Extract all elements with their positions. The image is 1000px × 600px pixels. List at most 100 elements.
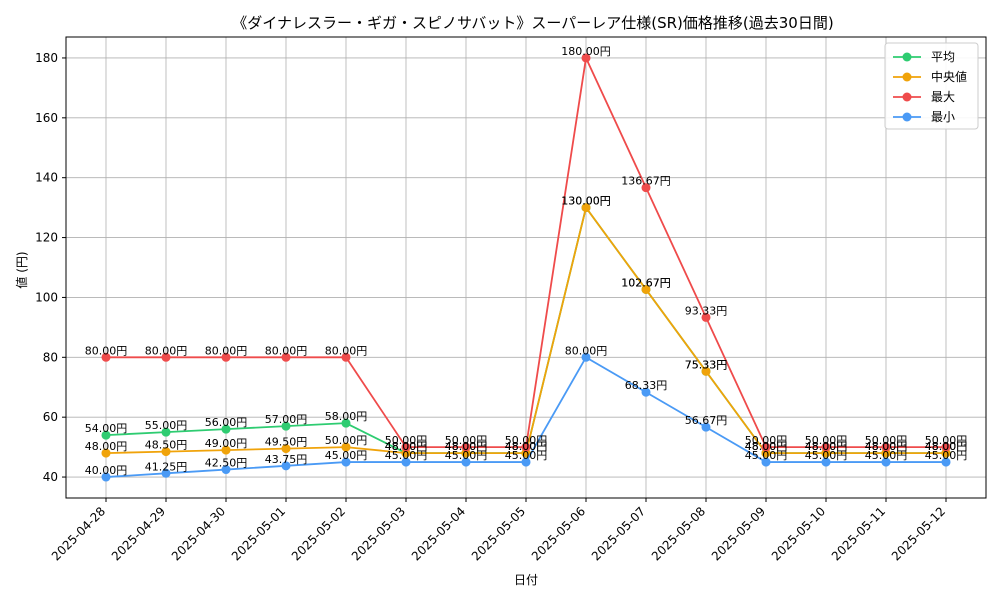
data-point (401, 457, 411, 467)
data-label: 80.00円 (265, 344, 308, 357)
x-axis: 2025-04-28 2025-04-29 2025-04-30 2025-05-01… (49, 36, 987, 563)
data-point (941, 442, 951, 452)
legend-item: 中央値 (893, 69, 967, 84)
data-label: 45.00円 (865, 449, 908, 462)
x-tick-label: 2025-04-30 (169, 504, 228, 563)
data-label: 48.00円 (805, 440, 848, 453)
data-point (461, 457, 471, 467)
x-tick-label: 2025-05-07 (589, 504, 648, 563)
data-label: 45.00円 (745, 449, 788, 462)
legend-label: 最大 (931, 90, 955, 104)
x-tick-label: 2025-04-28 (49, 504, 108, 563)
data-label: 136.67円 (621, 175, 671, 188)
x-tick-label: 2025-05-10 (769, 504, 828, 563)
x-tick-label: 2025-04-29 (109, 504, 168, 563)
data-label: 80.00円 (145, 344, 188, 357)
data-label: 49.50円 (265, 436, 308, 449)
data-point (521, 442, 531, 452)
chart-title: 《ダイナレスラー・ギガ・スピノサバット》スーパーレア仕様(SR)価格推移(過去3… (232, 14, 833, 32)
data-label: 56.00円 (205, 416, 248, 429)
data-label: 45.00円 (805, 449, 848, 462)
data-point (701, 312, 711, 322)
data-label: 43.75円 (265, 453, 308, 466)
data-point (341, 442, 351, 452)
x-tick-label: 2025-05-03 (349, 504, 408, 563)
data-label: 75.33円 (685, 358, 728, 371)
data-label: 130.00円 (561, 195, 611, 208)
data-label: 48.00円 (445, 440, 488, 453)
data-point (581, 53, 591, 63)
data-point (881, 457, 891, 467)
data-label: 48.00円 (445, 440, 488, 453)
y-tick-label: 100 (35, 290, 58, 304)
data-label: 50.00円 (865, 434, 908, 447)
data-point (521, 457, 531, 467)
data-point (221, 424, 231, 434)
legend-item: 最小 (893, 110, 955, 124)
x-tick-label: 2025-05-11 (829, 504, 888, 563)
data-label: 42.50円 (205, 457, 248, 470)
data-label: 48.00円 (505, 440, 548, 453)
data-point (281, 461, 291, 471)
data-label: 45.00円 (385, 449, 428, 462)
data-label: 50.00円 (325, 434, 368, 447)
data-point (881, 442, 891, 452)
data-label: 80.00円 (325, 344, 368, 357)
data-point (281, 444, 291, 454)
data-point (281, 352, 291, 362)
data-label: 45.00円 (925, 449, 968, 462)
x-axis-label: 日付 (514, 573, 538, 587)
data-label: 50.00円 (445, 434, 488, 447)
data-label: 93.33円 (685, 304, 728, 317)
legend-item: 平均 (893, 50, 955, 64)
data-label: 57.00円 (265, 413, 308, 426)
data-label: 48.00円 (745, 440, 788, 453)
data-label: 48.00円 (385, 440, 428, 453)
data-point (101, 448, 111, 458)
legend-swatch-marker (902, 72, 912, 82)
y-axis: 40 60 80 100 120 140 160 180 (35, 51, 66, 484)
data-label: 48.00円 (505, 440, 548, 453)
legend-label: 中央値 (931, 69, 967, 84)
data-point (101, 430, 111, 440)
grid (66, 37, 986, 498)
data-point (341, 418, 351, 428)
x-tick-label: 2025-05-05 (469, 504, 528, 563)
data-point (161, 468, 171, 478)
data-point (221, 465, 231, 475)
data-label: 48.00円 (85, 440, 128, 453)
data-label: 54.00円 (85, 422, 128, 435)
data-label: 102.67円 (621, 276, 671, 289)
data-point (581, 352, 591, 362)
data-label: 48.00円 (865, 440, 908, 453)
data-labels: 54.00円 55.00円 56.00円 57.00円 58.00円 48.00円 48.0… (85, 45, 968, 477)
data-point (161, 447, 171, 457)
data-point (461, 442, 471, 452)
legend-label: 最小 (931, 110, 955, 124)
data-label: 50.00円 (505, 434, 548, 447)
data-point (701, 366, 711, 376)
x-tick-label: 2025-05-12 (889, 504, 948, 563)
data-point (761, 442, 771, 452)
legend-swatch-marker (902, 112, 912, 122)
data-point (821, 457, 831, 467)
data-label: 48.50円 (145, 439, 188, 452)
legend-item: 最大 (893, 90, 955, 104)
data-label: 45.00円 (505, 449, 548, 462)
data-point (221, 445, 231, 455)
y-axis-label: 値 (円) (14, 251, 29, 288)
legend-box (884, 42, 979, 130)
x-tick-label: 2025-05-09 (709, 504, 768, 563)
data-label: 50.00円 (385, 434, 428, 447)
data-label: 80.00円 (565, 344, 608, 357)
data-point (641, 284, 651, 294)
data-point (101, 472, 111, 482)
data-label: 45.00円 (325, 449, 368, 462)
data-point (581, 203, 591, 213)
data-label: 50.00円 (805, 434, 848, 447)
data-label: 180.00円 (561, 45, 611, 58)
y-tick-label: 40 (43, 470, 58, 484)
data-label: 41.25円 (145, 460, 188, 473)
data-label: 80.00円 (85, 344, 128, 357)
